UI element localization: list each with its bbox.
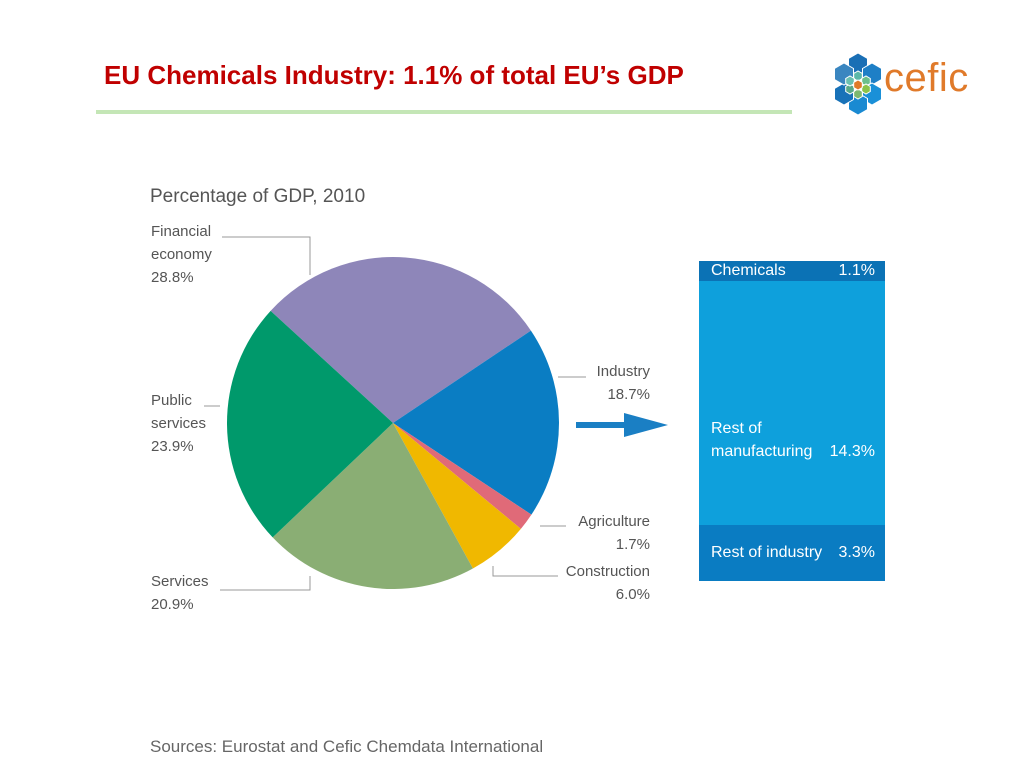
segment-industry-label: Rest of industry bbox=[711, 544, 823, 561]
label-construction-name: Construction bbox=[565, 563, 650, 580]
leader-financial bbox=[222, 236, 311, 275]
label-services: Services 20.9% bbox=[151, 570, 209, 616]
segment-chemicals-label: Chemicals bbox=[711, 262, 786, 279]
chart-title: Percentage of GDP, 2010 bbox=[150, 186, 366, 207]
label-public-value: 23.9% bbox=[151, 438, 194, 455]
pie-slice-agriculture bbox=[393, 423, 532, 529]
sources-note: Sources: Eurostat and Cefic Chemdata Int… bbox=[150, 737, 544, 756]
logo-hexagon bbox=[845, 75, 855, 87]
leader-services bbox=[220, 576, 311, 591]
pie-slice-public-services bbox=[226, 310, 393, 538]
segment-manufacturing-value: 14.3% bbox=[829, 443, 875, 460]
leader-lines bbox=[204, 236, 586, 591]
label-industry-name: Industry bbox=[596, 363, 650, 380]
industry-breakdown-bar: Chemicals 1.1% Rest of manufacturing 14.3%… bbox=[699, 261, 885, 581]
label-services-value: 20.9% bbox=[151, 596, 194, 613]
label-agriculture-name: Agriculture bbox=[578, 513, 650, 530]
label-construction-value: 6.0% bbox=[615, 586, 650, 603]
label-industry: Industry 18.7% bbox=[560, 360, 650, 406]
label-agriculture: Agriculture 1.7% bbox=[540, 510, 650, 556]
leader-construction bbox=[492, 566, 558, 577]
logo-hexagon bbox=[853, 79, 863, 91]
segment-industry-value: 3.3% bbox=[838, 544, 875, 561]
pie-slice-financial-economy bbox=[270, 257, 531, 423]
segment-rest-of-industry: Rest of industry 3.3% bbox=[699, 525, 885, 581]
label-financial: Financial economy 28.8% bbox=[151, 220, 221, 289]
segment-manufacturing-label-2: manufacturing bbox=[711, 443, 813, 460]
pie-slice-construction bbox=[393, 423, 521, 569]
pie-slice-services bbox=[272, 423, 473, 589]
segment-chemicals-value: 1.1% bbox=[838, 262, 875, 279]
label-financial-name: Financial economy bbox=[151, 223, 212, 263]
label-agriculture-value: 1.7% bbox=[615, 536, 650, 553]
arrow-icon bbox=[576, 413, 668, 437]
title-underline bbox=[96, 110, 792, 114]
pie-slice-industry bbox=[393, 330, 559, 515]
label-public-name: Public services bbox=[151, 392, 207, 432]
cefic-logo-text: cefic bbox=[884, 56, 969, 100]
label-industry-value: 18.7% bbox=[607, 386, 650, 403]
cefic-logo-icon bbox=[834, 52, 882, 116]
label-construction: Construction 6.0% bbox=[540, 560, 650, 606]
slide-title: EU Chemicals Industry: 1.1% of total EU’… bbox=[104, 60, 684, 90]
segment-chemicals: Chemicals 1.1% bbox=[699, 261, 885, 281]
label-services-name: Services bbox=[151, 573, 209, 590]
label-financial-value: 28.8% bbox=[151, 269, 194, 286]
label-public-services: Public services 23.9% bbox=[151, 389, 211, 458]
segment-rest-of-manufacturing: Rest of manufacturing 14.3% bbox=[699, 281, 885, 525]
segment-manufacturing-label-1: Rest of bbox=[711, 420, 762, 437]
